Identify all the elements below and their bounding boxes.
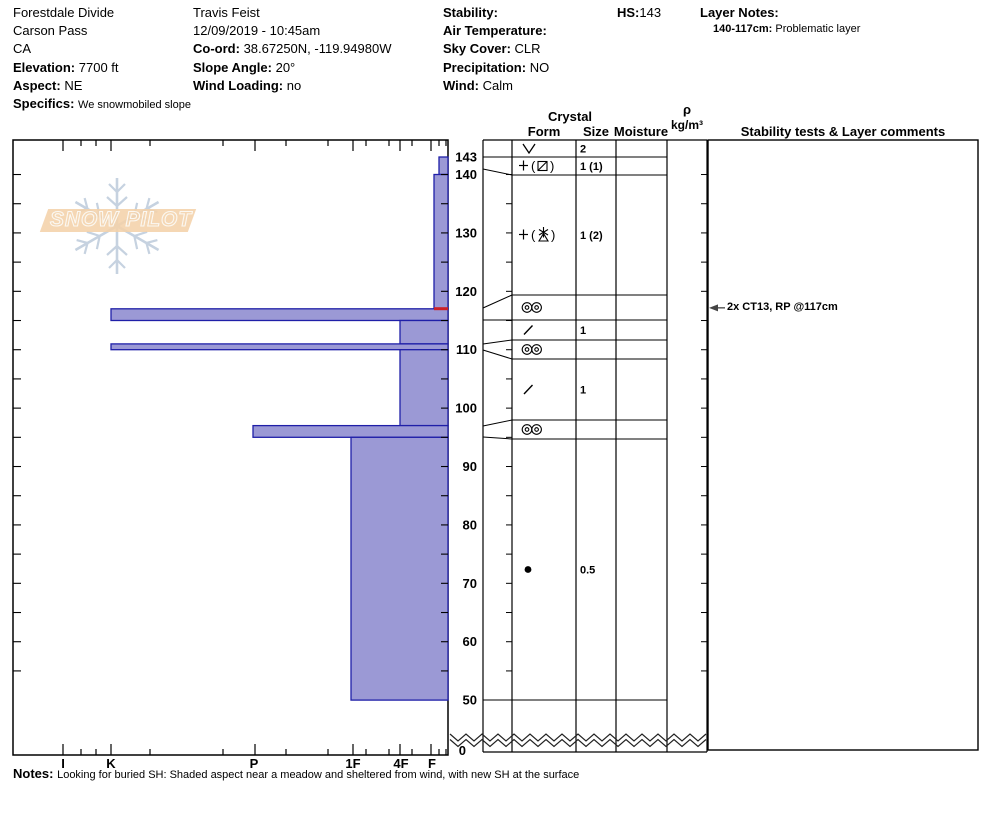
precip-particles-icon: (): [519, 159, 554, 174]
svg-text:143: 143: [455, 150, 477, 165]
depth-axis-labels: 143 140 130 120 110 100 90 80 70 60 50 0: [455, 150, 477, 759]
density-units-header: kg/m³: [670, 118, 703, 132]
obs-datetime: 12/09/2019 - 10:45am: [193, 23, 321, 39]
svg-text:100: 100: [455, 401, 477, 416]
grain-size-value: 1 (2): [580, 230, 603, 242]
header-layer-notes-block: Layer Notes: 140-117cm: Problematic laye…: [700, 4, 860, 36]
density-rho-header: ρ: [682, 102, 692, 117]
depth-zero-label: 0: [459, 743, 466, 758]
hardness-label-I: I: [61, 756, 65, 771]
rounded-grains-icon: [524, 566, 532, 573]
crust-icon: [521, 424, 542, 435]
layer-note-item: 140-117cm: Problematic layer: [713, 23, 861, 36]
depth-break-zigzag: [449, 733, 707, 748]
grain-size-value: 1 (1): [580, 161, 603, 173]
svg-text:(: (: [531, 228, 536, 243]
svg-text:60: 60: [463, 634, 477, 649]
notes-label: Notes:: [13, 766, 54, 781]
specifics-row: Specifics: We snowmobiled slope: [13, 96, 191, 112]
moisture-column-header: Moisture: [613, 124, 669, 139]
problem-layer-marker: [434, 307, 448, 311]
grain-size-value: 2: [580, 144, 586, 156]
coord-row: Co-ord: 38.67250N, -119.94980W: [193, 41, 392, 57]
wind-row: Wind: Calm: [443, 77, 513, 93]
notes-row: Notes: Looking for buried SH: Shaded asp…: [13, 766, 579, 781]
decomposing-fragments-icon: [523, 325, 534, 335]
layer-bar-95-50: [350, 436, 449, 701]
logo-wordmark: SNOW PILOT: [49, 207, 193, 231]
air-temp-row: Air Temperature:: [443, 23, 547, 39]
site-name: Forestdale Divide: [13, 5, 115, 20]
svg-text:140: 140: [455, 167, 477, 182]
layer-bar-143-140: [438, 156, 449, 176]
svg-text:120: 120: [455, 284, 477, 299]
header-weather-block: Stability: Air Temperature: Sky Cover: C…: [443, 4, 549, 95]
layer-notes-title: Layer Notes:: [700, 5, 779, 20]
layer-bar-115-111: [399, 319, 449, 345]
header-hs-block: HS:143: [617, 4, 661, 22]
crust-icon: [521, 344, 542, 355]
wind-loading-row: Wind Loading: no: [193, 77, 302, 93]
hardness-layer-bars: [110, 156, 449, 701]
stability-annotation-arrow: [709, 304, 725, 312]
svg-text:): ): [550, 159, 554, 174]
hardness-label-1F: 1F: [345, 756, 360, 771]
header-location-block: Forestdale Divide Carson Pass CA Elevati…: [13, 4, 191, 114]
depth-axis-ticks: [13, 173, 21, 672]
svg-text:130: 130: [455, 225, 477, 240]
form-column-header: Form: [527, 124, 561, 139]
grain-size-value: 1: [580, 325, 586, 337]
stability-test-result: 2x CT13, RP @117cm: [727, 301, 838, 313]
hs-row: HS:143: [617, 5, 662, 20]
layer-bar-97-95: [252, 424, 449, 438]
observer-name: Travis Feist: [193, 5, 260, 20]
stability-column-header: Stability tests & Layer comments: [740, 124, 946, 139]
logo-text: SNOW PILOT: [50, 208, 193, 231]
svg-text:110: 110: [456, 342, 477, 357]
hardness-label-F: F: [428, 756, 436, 771]
precip-stellar-icon: (): [519, 227, 555, 243]
hardness-label-4F: 4F: [393, 756, 408, 771]
grain-size-value: 0.5: [580, 565, 595, 577]
site-state: CA: [13, 41, 32, 57]
precip-row: Precipitation: NO: [443, 59, 550, 75]
hardness-axis-labels: I K P 1F 4F F: [61, 756, 436, 771]
svg-text:90: 90: [463, 459, 477, 474]
stability-row: Stability:: [443, 5, 498, 20]
site-area: Carson Pass: [13, 23, 88, 39]
svg-text:(: (: [531, 159, 536, 174]
svg-text:50: 50: [463, 693, 477, 708]
header-observer-block: Travis Feist 12/09/2019 - 10:45am Co-ord…: [193, 4, 391, 95]
grain-size-value: 1: [580, 385, 586, 397]
layer-bar-117-115: [110, 308, 449, 322]
depth-ticks-chart-right: [441, 173, 448, 672]
aspect-row: Aspect: NE: [13, 77, 83, 93]
svg-text:80: 80: [463, 517, 477, 532]
hardness-label-K: K: [106, 756, 116, 771]
svg-text:): ): [551, 228, 555, 243]
surface-hoar-icon: [522, 143, 536, 155]
stability-tests-box: [707, 139, 979, 751]
layer-bar-140-117: [433, 173, 449, 310]
slope-angle-row: Slope Angle: 20°: [193, 59, 296, 75]
layer-bar-111-110: [110, 343, 449, 351]
hardness-axis-ticks: [62, 140, 447, 755]
size-column-header: Size: [582, 124, 609, 139]
notes-text: Looking for buried SH: Shaded aspect nea…: [57, 769, 580, 781]
crystal-group-header: Crystal: [547, 109, 593, 124]
grain-rows: 2 () 1 (1) () 1 (2) 1 1 0.5: [519, 144, 603, 577]
elevation-row: Elevation: 7700 ft: [13, 59, 119, 75]
hardness-label-P: P: [250, 756, 259, 771]
crust-icon: [521, 302, 542, 313]
grain-table-grid: [482, 139, 708, 753]
layer-bar-110-97: [399, 349, 449, 427]
sky-cover-row: Sky Cover: CLR: [443, 41, 541, 57]
svg-text:70: 70: [463, 576, 477, 591]
decomposing-fragments-icon: [523, 384, 534, 395]
